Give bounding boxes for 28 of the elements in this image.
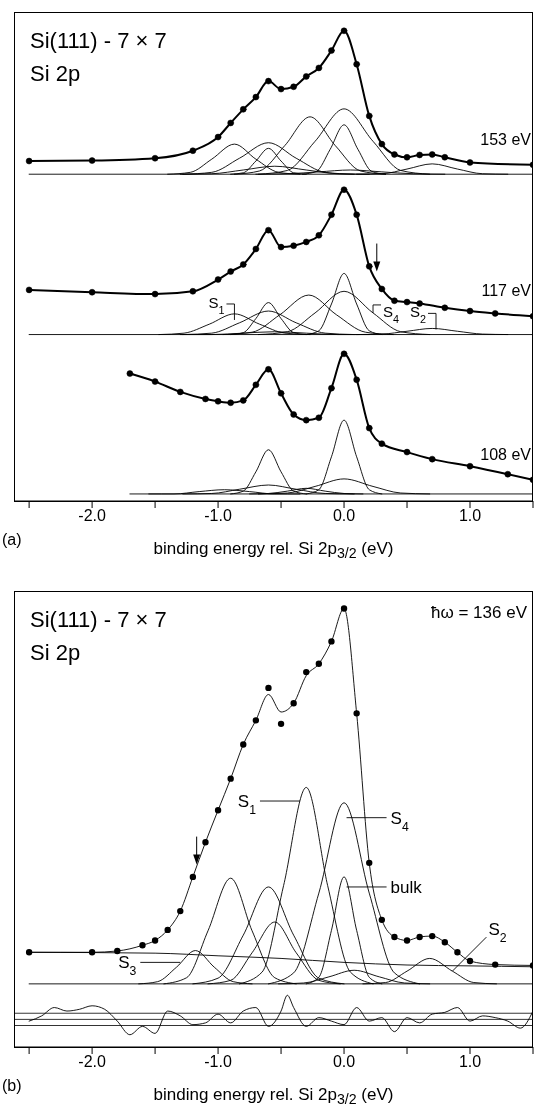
text: Si 2p [30, 640, 81, 666]
x-tick-label: 1.0 [458, 1053, 482, 1071]
annotation: bulk [390, 877, 423, 897]
annotation: S$_{1}$ [208, 293, 225, 316]
x-tick-label: 1.0 [458, 507, 482, 525]
annotation: S$_{2}$ [409, 303, 426, 326]
text: (a) [2, 531, 22, 549]
x-tick-label: -2.0 [78, 1053, 106, 1071]
x-tick-label: -2.0 [78, 507, 106, 525]
text: (b) [2, 1077, 22, 1095]
annotation: ħω = 136 eV [431, 603, 527, 623]
series-label: 117 eV [481, 282, 532, 300]
x-axis-title: binding energy rel. Si 2p$_{3/2}$ (eV) [153, 539, 394, 562]
x-axis-title: binding energy rel. Si 2p$_{3/2}$ (eV) [153, 1085, 394, 1108]
x-tick-label: 0.0 [332, 507, 356, 525]
annotation: S$_{1}$ [237, 792, 257, 818]
x-tick-label: 0.0 [332, 1053, 356, 1071]
chart-title: Si(111) - 7 × 7 [30, 28, 167, 54]
x-tick-label: -1.0 [204, 1053, 232, 1071]
series-label: 108 eV [480, 445, 532, 463]
annotation: S$_{3}$ [118, 953, 137, 979]
annotation: S$_{4}$ [383, 302, 400, 325]
text: Si 2p [30, 61, 81, 87]
annotation: S$_{2}$ [488, 920, 507, 946]
chart-title: Si(111) - 7 × 7 [30, 607, 167, 633]
annotation: S$_{4}$ [390, 808, 409, 834]
series-label: 153 eV [480, 130, 532, 148]
x-tick-label: -1.0 [204, 507, 232, 525]
